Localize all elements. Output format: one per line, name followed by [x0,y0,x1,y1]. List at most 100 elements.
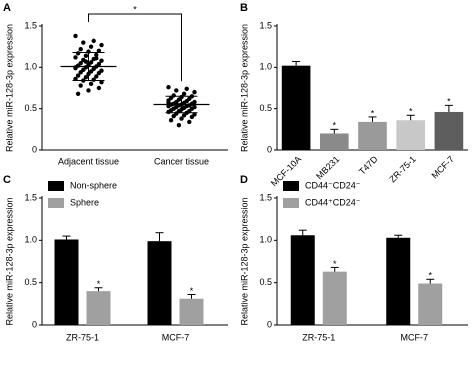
data-point [179,116,184,121]
data-point [168,118,174,123]
bar [434,111,464,150]
significance-label: * [428,271,432,281]
bar [386,237,411,325]
bar [179,298,204,325]
data-point [78,83,83,88]
legend-swatch [48,181,64,191]
data-point [94,52,99,58]
data-point [73,33,78,39]
significance-label: * [409,107,413,117]
x-tick-label: MCF-7 [429,154,456,181]
bar [319,133,349,150]
data-point [83,59,89,64]
y-tick-label: 1.5 [259,20,272,30]
bar [358,121,387,150]
panel-letter: B [240,2,248,14]
y-tick-label: 1.0 [24,235,37,245]
y-tick-label: 0 [32,319,37,329]
data-point [99,80,104,85]
y-tick-label: 1.0 [259,235,272,245]
bar [281,65,311,150]
data-point [83,53,89,58]
data-point [189,114,195,120]
bar [418,283,443,325]
data-point [171,113,176,119]
data-point [184,86,189,92]
data-point [166,109,171,115]
legend-label: CD44⁺CD24⁻ [305,197,361,207]
y-tick-label: 0.5 [259,277,272,287]
data-point [73,76,78,82]
significance-label: * [447,97,451,107]
data-point [94,56,99,61]
data-point [96,48,102,53]
legend-swatch [283,181,299,191]
data-point [94,74,99,79]
y-tick-label: 1.5 [24,192,37,202]
legend-swatch [48,198,64,208]
bar [86,291,111,325]
data-point [75,73,81,78]
data-point [91,38,96,44]
bar [147,241,172,325]
y-tick-label: 0.5 [259,103,272,113]
y-tick-label: 0.5 [24,277,37,287]
significance-label: * [97,279,101,289]
data-point [96,70,102,76]
significance-label: * [371,108,375,118]
data-point [73,65,78,70]
data-point [81,40,86,45]
y-axis-label: Relative miR-128-3p expression [239,197,249,325]
data-point [176,123,182,128]
x-tick-label: Adjacent tissue [58,156,119,166]
y-axis-label: Relative miR-128-3p expression [4,24,14,152]
data-point [73,55,78,60]
bar [396,120,426,150]
data-point [78,46,83,52]
significance-bracket [88,13,182,82]
bar [54,239,79,325]
panel-letter: A [3,2,11,14]
panel-letter: D [240,174,248,186]
data-point [96,85,102,91]
data-point [75,51,81,56]
y-tick-label: 0 [267,319,272,329]
panel-letter: C [3,174,11,186]
x-tick-label: ZR-75-1 [387,154,417,184]
bar [322,271,347,325]
data-point [187,119,192,125]
data-point [99,58,104,63]
data-point [83,75,89,80]
y-tick-label: 0 [267,144,272,154]
legend-swatch [283,198,299,208]
x-tick-label: Cancer tissue [154,156,209,166]
legend-label: CD44⁻CD24⁻ [305,180,361,190]
x-tick-label: MCF-7 [162,332,190,342]
data-point [88,81,94,87]
data-point [192,89,197,95]
data-point [181,113,187,118]
data-point [75,91,81,96]
y-tick-label: 1.5 [259,192,272,202]
x-tick-label: ZR-75-1 [302,332,335,342]
data-point [99,42,104,48]
significance-label: * [333,259,337,269]
x-tick-label: T47D [357,154,380,177]
x-tick-label: MCF-7 [401,332,429,342]
y-tick-label: 1.0 [24,62,37,72]
y-tick-label: 0 [32,144,37,154]
bar [290,235,315,325]
y-tick-label: 1.5 [24,20,37,30]
data-point [86,88,91,93]
y-axis-label: Relative miR-128-3p expression [4,197,14,325]
significance-label: * [333,121,337,131]
x-tick-label: MB231 [314,154,341,181]
significance-label: * [133,4,137,14]
data-point [166,84,171,90]
y-axis-label: Relative miR-128-3p expression [239,24,249,152]
x-tick-label: ZR-75-1 [66,332,99,342]
legend-label: Sphere [70,197,99,207]
legend-label: Non-sphere [70,180,117,190]
